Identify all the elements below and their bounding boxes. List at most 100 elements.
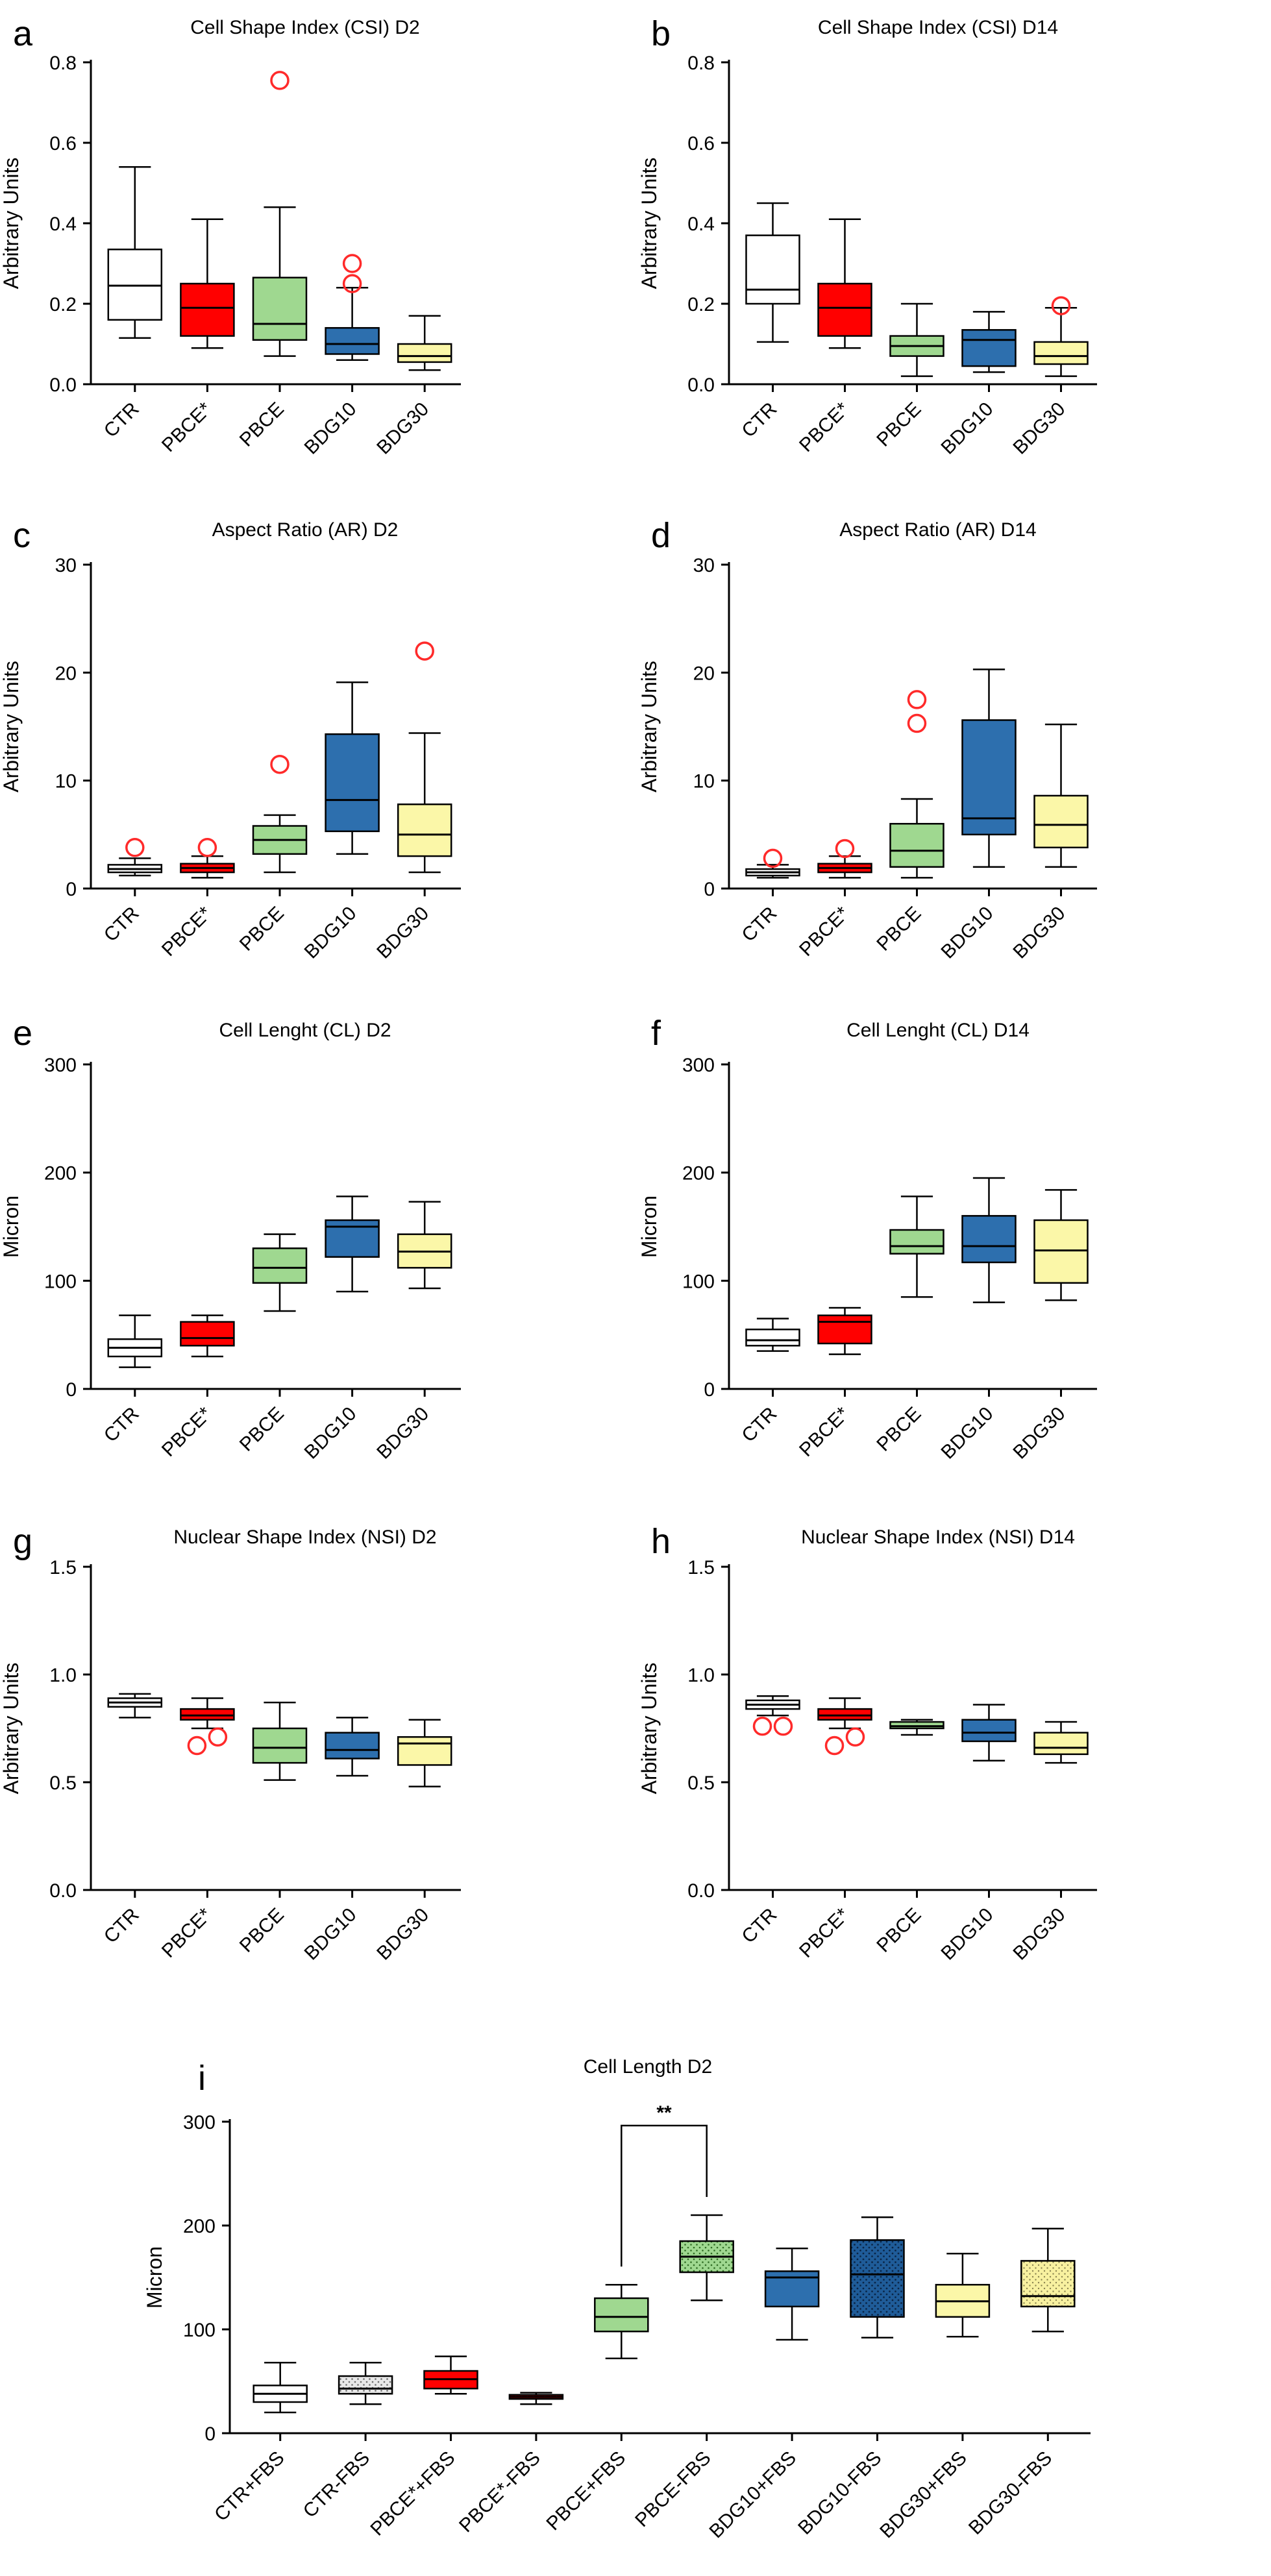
- box-bdg30: BDG30: [373, 315, 452, 459]
- box-iqr: [961, 329, 1017, 367]
- x-tick-label: CTR: [738, 399, 782, 442]
- x-tick-label: PBCE*: [158, 1904, 216, 1962]
- y-tick-label: 20: [55, 663, 77, 684]
- panel-h: h Nuclear Shape Index (NSI) D14 0.0 0.5 1.0 1…: [637, 1522, 1097, 1965]
- box-pbce-: PBCE*: [795, 1697, 872, 1962]
- y-tick-label: 0.2: [687, 294, 715, 315]
- chart-title: Cell Lenght (CL) D2: [219, 1020, 391, 1041]
- x-tick-label: CTR: [100, 399, 143, 442]
- y-tick-label: 1.0: [687, 1665, 715, 1686]
- box-iqr: [889, 822, 944, 868]
- y-axis-title: Arbitrary Units: [637, 158, 661, 289]
- y-tick-label: 0.4: [687, 214, 715, 235]
- outlier-point: [824, 1736, 845, 1756]
- box-iqr: [252, 1727, 308, 1764]
- box-ctr: CTR: [738, 848, 800, 946]
- outlier-point: [415, 641, 434, 661]
- box-iqr: [594, 2297, 649, 2333]
- box-iqr: [817, 282, 872, 337]
- y-tick-label: 30: [693, 555, 715, 576]
- panel-label-d: d: [651, 516, 671, 555]
- y-tick-label: 200: [183, 2216, 216, 2237]
- y-tick-label: 20: [693, 663, 715, 684]
- outlier-point: [270, 71, 290, 90]
- x-tick-label: BDG30-FBS: [965, 2447, 1056, 2539]
- box-iqr: [252, 1247, 308, 1284]
- box-iqr: [397, 803, 452, 857]
- y-tick-label: 0.0: [49, 374, 77, 396]
- chart-title: Cell Shape Index (CSI) D14: [818, 17, 1058, 38]
- box-bdg10-fbs: BDG10-FBS: [794, 2216, 905, 2539]
- box-iqr: [180, 1708, 235, 1721]
- x-tick-label: BDG10+FBS: [706, 2447, 801, 2543]
- x-tick-label: CTR: [100, 1403, 143, 1447]
- x-tick-label: BDG30: [373, 399, 433, 459]
- box-ctr: CTR: [100, 166, 163, 442]
- x-tick-label: BDG10: [301, 1403, 361, 1464]
- x-tick-label: CTR-FBS: [299, 2447, 374, 2522]
- outlier-point: [907, 690, 927, 709]
- y-tick-label: 0.5: [687, 1773, 715, 1794]
- y-tick-label: 0.0: [49, 1880, 77, 1902]
- box-iqr: [397, 343, 452, 363]
- y-tick-label: 300: [183, 2112, 216, 2133]
- panel-label-i: i: [198, 2059, 206, 2098]
- box-pbce: PBCE: [872, 690, 944, 955]
- panel-label-b: b: [651, 14, 671, 53]
- outlier-point: [270, 754, 290, 774]
- chart-title: Aspect Ratio (AR) D2: [212, 519, 399, 541]
- box-iqr: [1020, 2260, 1076, 2308]
- outlier-point: [208, 1727, 228, 1747]
- x-tick-label: BDG30: [373, 903, 433, 963]
- box-iqr: [397, 1736, 452, 1766]
- box-ctr: CTR: [100, 1693, 163, 1948]
- y-axis-title: Arbitrary Units: [637, 1663, 661, 1795]
- box-iqr: [180, 282, 235, 337]
- box-pbce-fbs: PBCE-FBS: [631, 2214, 734, 2531]
- y-axis-title: Micron: [0, 1196, 23, 1258]
- y-tick-label: 0.2: [49, 294, 77, 315]
- y-tick-label: 0.6: [687, 133, 715, 154]
- y-tick-label: 100: [44, 1271, 77, 1292]
- panel-b: b Cell Shape Index (CSI) D14 0.0 0.2 0.4 0.6 0…: [637, 14, 1097, 459]
- box-iqr: [850, 2239, 905, 2318]
- outlier-point: [845, 1727, 865, 1747]
- y-axis-title: Micron: [143, 2246, 166, 2309]
- panel-g: g Nuclear Shape Index (NSI) D2 0.0 0.5 1.0 1.…: [0, 1522, 461, 1965]
- box-pbce-: PBCE*: [795, 839, 872, 961]
- y-tick-label: 0.5: [49, 1773, 77, 1794]
- y-tick-label: 1.5: [49, 1557, 77, 1578]
- y-axis-title: Arbitrary Units: [637, 661, 661, 792]
- outlier-point: [752, 1716, 772, 1736]
- y-tick-label: 300: [44, 1055, 77, 1076]
- x-tick-label: PBCE*: [158, 398, 216, 456]
- y-tick-label: 0.8: [687, 53, 715, 74]
- box-bdg30: BDG30: [373, 1201, 452, 1464]
- y-tick-label: 30: [55, 555, 77, 576]
- y-tick-label: 300: [682, 1055, 715, 1076]
- box-iqr: [1033, 1732, 1089, 1756]
- panel-f: f Cell Lenght (CL) D14 0 100 200 300 Micron CTR…: [637, 1014, 1097, 1464]
- x-tick-label: BDG30: [1009, 1403, 1070, 1464]
- box-iqr: [961, 1215, 1017, 1264]
- panel-label-a: a: [13, 14, 33, 53]
- box-ctr: CTR: [738, 1695, 800, 1948]
- x-tick-label: CTR+FBS: [210, 2447, 289, 2526]
- box-iqr: [817, 1314, 872, 1345]
- outlier-point: [125, 838, 145, 857]
- outlier-point: [342, 254, 362, 273]
- box-pbce: PBCE: [236, 754, 308, 955]
- box-bdg10: BDG10: [301, 1717, 380, 1965]
- x-tick-label: PBCE-FBS: [631, 2447, 715, 2531]
- y-tick-label: 10: [55, 771, 77, 792]
- x-tick-label: BDG10-FBS: [794, 2447, 885, 2539]
- box-bdg10: BDG10: [301, 254, 380, 459]
- box-pbce-: PBCE*: [158, 838, 235, 961]
- x-tick-label: PBCE: [236, 399, 288, 451]
- box-pbce-: PBCE*: [795, 1306, 872, 1461]
- box-iqr: [325, 326, 380, 355]
- x-tick-label: PBCE: [236, 1403, 288, 1456]
- box-pbce: PBCE: [236, 71, 308, 451]
- outlier-point: [907, 713, 927, 733]
- x-tick-label: BDG10: [937, 1904, 998, 1965]
